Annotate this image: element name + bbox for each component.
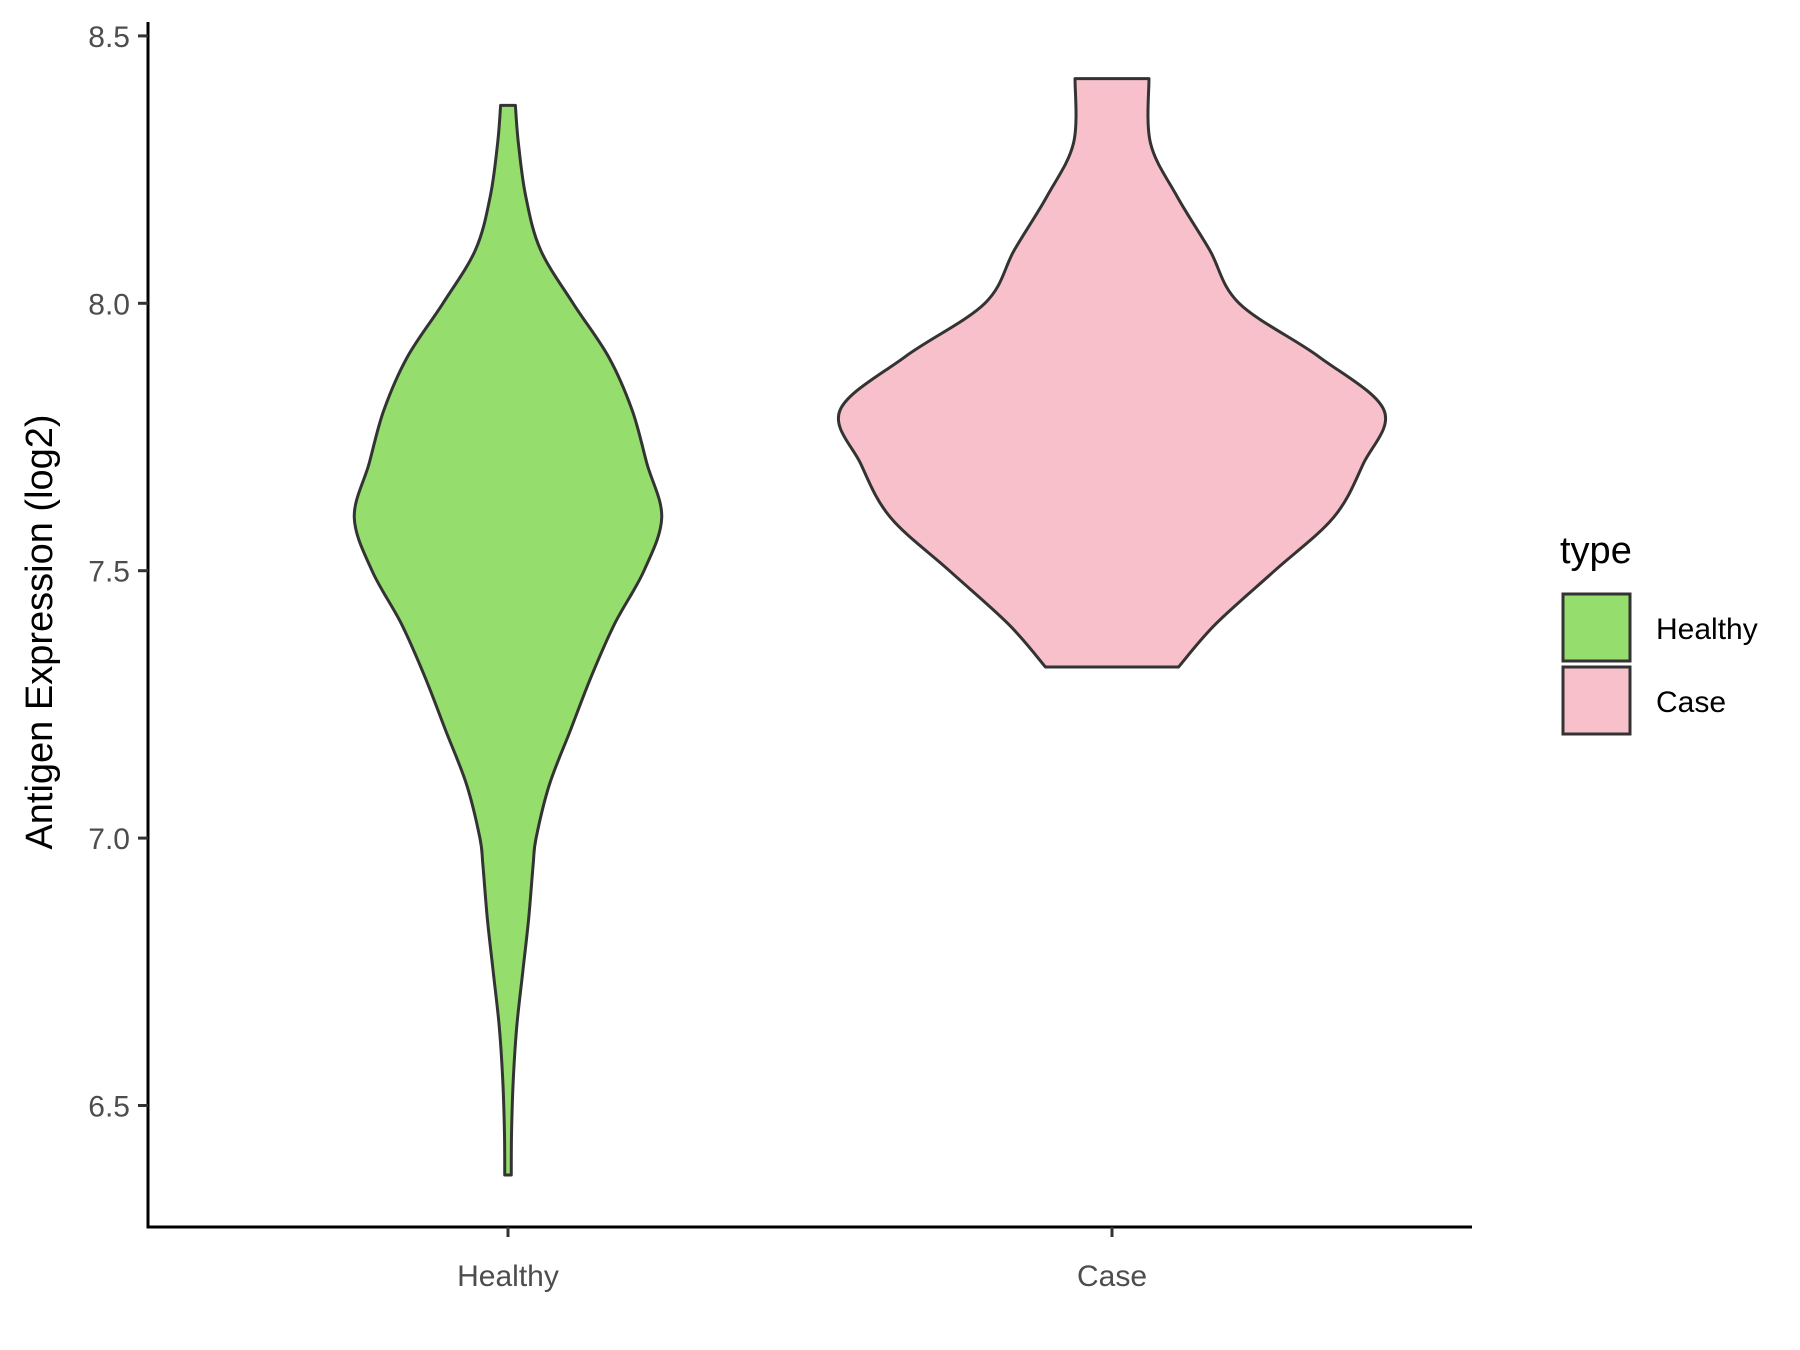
legend-key-case [1561, 665, 1632, 736]
violin-healthy [352, 103, 664, 1177]
axes-layer: 6.5 7.0 7.5 8.0 8.5 Healthy Case [88, 21, 1472, 1293]
y-axis-title: Antigen Expression (log2) [19, 414, 61, 849]
legend: type Healthy Case [1560, 530, 1758, 736]
y-tick-label: 6.5 [88, 1091, 130, 1124]
violin-case [836, 77, 1388, 669]
y-tick-label: 7.5 [88, 556, 130, 589]
y-tick-label: 8.0 [88, 288, 130, 321]
legend-label-case: Case [1656, 686, 1726, 719]
x-tick-label-healthy: Healthy [457, 1260, 559, 1293]
legend-label-healthy: Healthy [1656, 613, 1758, 646]
legend-key-healthy [1561, 592, 1632, 663]
y-tick-label: 8.5 [88, 21, 130, 54]
violins-layer [352, 77, 1388, 1177]
x-tick-label-case: Case [1077, 1260, 1147, 1293]
y-tick-label: 7.0 [88, 823, 130, 856]
legend-title: type [1560, 530, 1632, 572]
